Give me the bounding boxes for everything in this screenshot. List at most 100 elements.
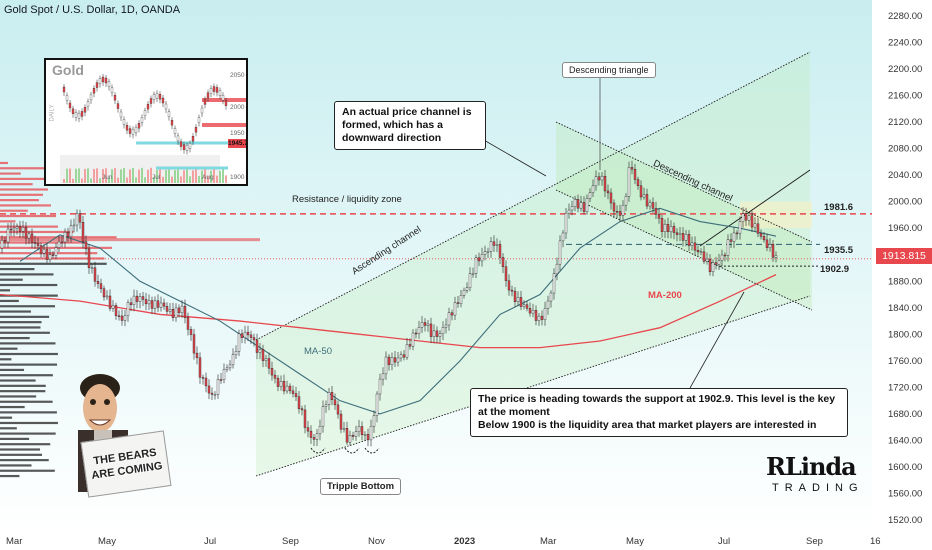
candle-body (597, 176, 601, 181)
candle-body (555, 263, 559, 274)
profile-bar (0, 278, 23, 281)
profile-bar (0, 204, 51, 207)
inset-volume-bar (108, 177, 110, 183)
inset-volume-bar (201, 170, 203, 183)
candle-body (570, 206, 574, 211)
candle-body (180, 305, 184, 314)
inset-candle-body (221, 95, 225, 101)
inset-candle-body (143, 110, 147, 116)
candle-body (456, 302, 460, 304)
candle-body (348, 435, 352, 443)
candle-body (627, 167, 631, 197)
candle-body (414, 332, 418, 335)
candle-body (489, 241, 493, 252)
profile-bar (0, 326, 41, 329)
candle-body (705, 258, 709, 262)
meme-eye-left (90, 399, 96, 405)
candle-body (573, 199, 577, 207)
candle-body (261, 349, 265, 361)
candle-body (219, 379, 223, 381)
candle-body (684, 233, 688, 241)
candle-body (321, 406, 325, 427)
candle-body (165, 306, 169, 312)
candle-body (492, 241, 496, 246)
x-tick-label: Sep (806, 536, 823, 547)
profile-bar (0, 342, 56, 345)
y-tick-label: 1880.00 (888, 276, 922, 287)
profile-bar (0, 427, 17, 430)
candle-body (246, 331, 250, 336)
inset-volume-bar (132, 167, 134, 183)
candle-body (720, 254, 724, 261)
inset-volume-bar (147, 169, 149, 183)
candle-body (522, 304, 526, 307)
profile-bar (0, 273, 54, 276)
profile-bar (0, 459, 49, 462)
candle-body (408, 344, 412, 347)
candle-body (270, 368, 274, 376)
profile-bar (0, 172, 21, 175)
x-tick-label: May (626, 536, 644, 547)
profile-bar (0, 214, 57, 218)
descending-channel-upper (555, 121, 813, 243)
time-axis-bg (0, 530, 932, 550)
candle-body (339, 413, 343, 430)
profile-bar (0, 193, 43, 196)
candle-body (744, 213, 748, 221)
candle-body (741, 213, 745, 222)
candle-body (144, 299, 148, 305)
profile-bar (0, 416, 13, 419)
inset-volume-bar (144, 177, 146, 183)
channel-lines (255, 51, 813, 477)
profile-bar (0, 400, 53, 403)
candle-body (33, 242, 37, 244)
candle-body (576, 199, 580, 209)
profile-bar (0, 347, 18, 350)
inset-volume-bar (150, 167, 152, 183)
candle-body (714, 262, 718, 265)
candle-body (102, 288, 106, 298)
candle-body (306, 427, 310, 432)
inset-candle-body (131, 129, 135, 135)
inset-candle-body (161, 97, 165, 104)
candle-body (609, 192, 613, 204)
candle-body (762, 236, 766, 241)
candle-body (771, 244, 775, 258)
candle-body (477, 257, 481, 262)
inset-candle-body (158, 94, 162, 100)
candle-body (240, 333, 244, 338)
candle-body (420, 322, 424, 328)
candle-body (96, 281, 100, 284)
candle-body (57, 241, 61, 248)
candle-body (213, 393, 217, 396)
candle-body (15, 226, 19, 229)
candle-body (384, 356, 388, 375)
candle-body (630, 167, 634, 170)
candle-body (45, 249, 49, 260)
candle-body (774, 255, 778, 258)
inset-candle-body (62, 86, 66, 93)
candle-body (435, 330, 439, 337)
candle-body (210, 392, 214, 395)
inset-volume-bar (123, 168, 125, 183)
candle-body (345, 428, 349, 443)
candle-body (471, 273, 475, 275)
candle-body (366, 434, 370, 441)
candle-body (36, 243, 40, 246)
inset-candle-body (95, 82, 99, 88)
inset-volume-bar (120, 169, 122, 183)
candle-body (642, 194, 646, 198)
candle-body (63, 232, 67, 243)
candle-body (405, 344, 409, 358)
candle-body (393, 357, 397, 363)
candle-body (48, 254, 52, 260)
candle-body (450, 312, 454, 316)
candle-body (729, 239, 733, 242)
profile-bar (0, 305, 56, 308)
candle-body (579, 202, 583, 209)
y-tick-label: 1960.00 (888, 223, 922, 234)
candle-body (669, 226, 673, 233)
level-lines (0, 213, 872, 267)
inset-volume-bar (141, 167, 143, 183)
inset-candle-body (68, 102, 72, 109)
